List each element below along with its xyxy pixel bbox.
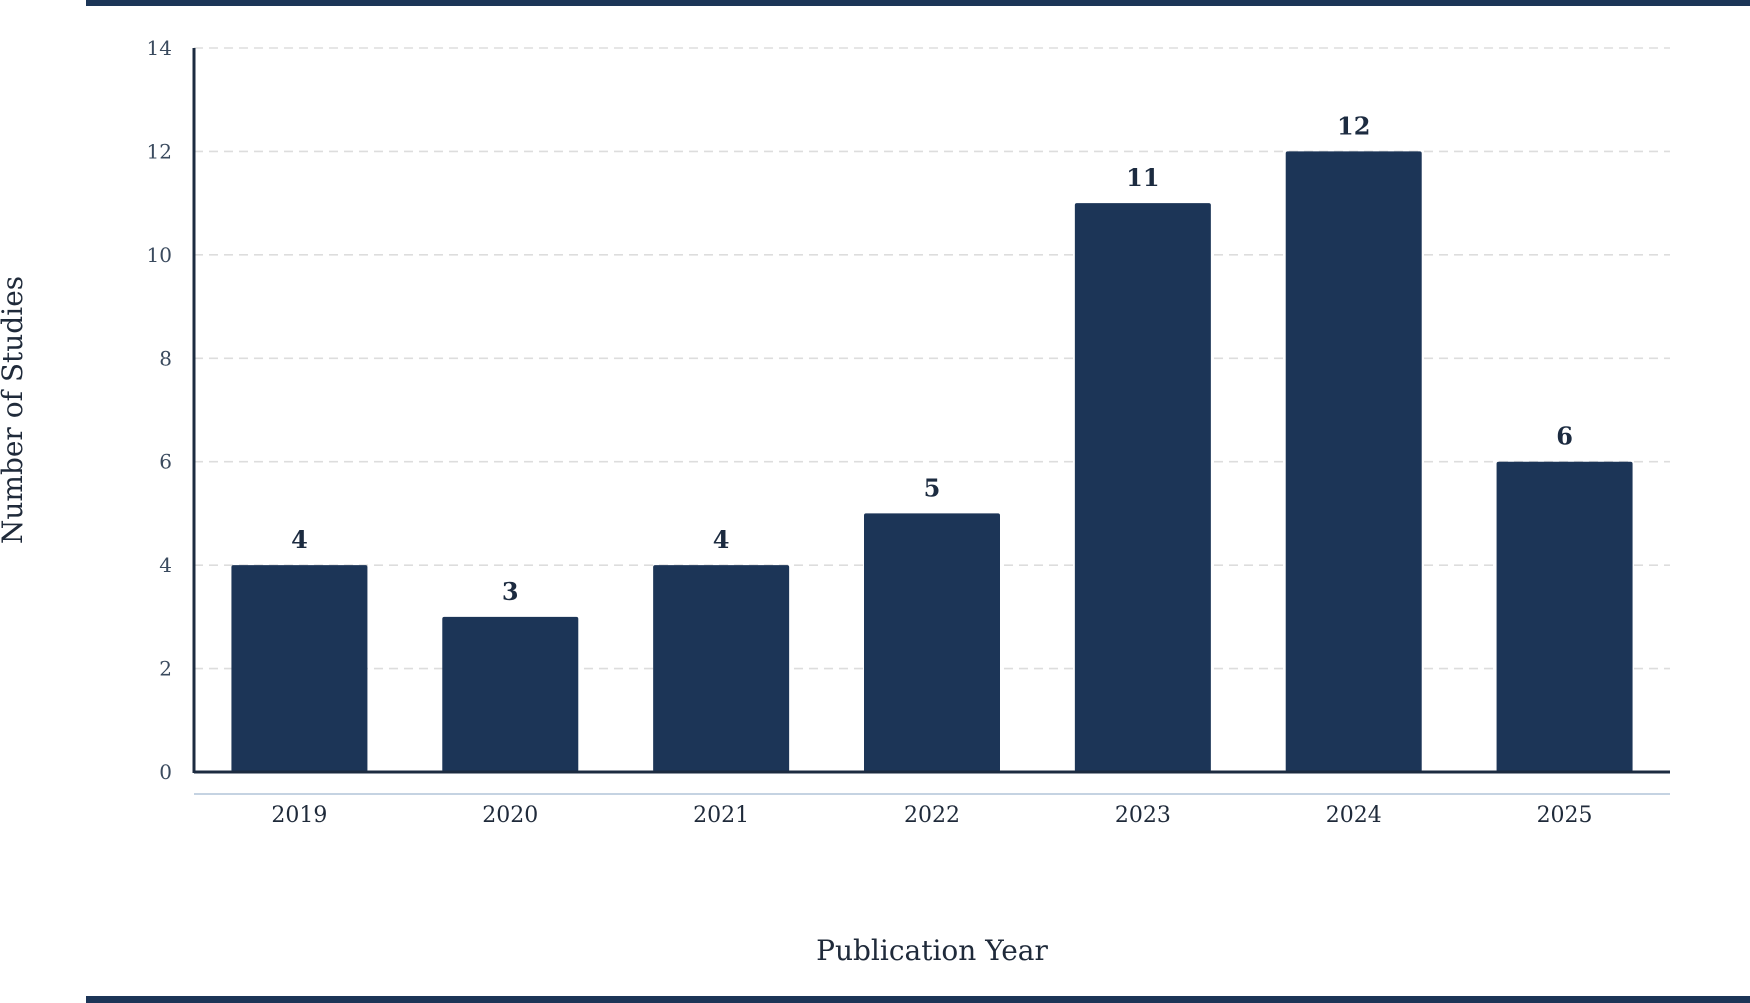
x-tick-label: 2022 (904, 803, 960, 828)
x-tick-label: 2021 (693, 803, 749, 828)
top-rule (86, 0, 1750, 6)
bar-2022 (864, 513, 1000, 772)
y-tick-label: 8 (159, 346, 172, 370)
gridlines (194, 47, 1670, 670)
bar-2023 (1074, 203, 1211, 773)
x-tick-label: 2025 (1537, 803, 1593, 828)
data-labels: 4 3 4 5 11 12 6 (291, 111, 1573, 605)
y-tick-labels: 0 2 4 6 8 10 12 14 (147, 36, 172, 784)
data-label: 5 (924, 473, 941, 502)
y-axis-title: Number of Studies (0, 276, 29, 544)
y-tick-label: 10 (147, 243, 172, 267)
bar-2025 (1496, 461, 1633, 772)
y-tick-label: 12 (147, 139, 172, 163)
y-tick-label: 2 (159, 657, 172, 681)
x-tick-labels: 2019 2020 2021 2022 2023 2024 2025 (271, 803, 1592, 828)
x-tick-label: 2019 (271, 803, 327, 828)
data-label: 3 (502, 577, 519, 606)
y-tick-label: 14 (147, 36, 172, 60)
x-tick-label: 2024 (1326, 803, 1382, 828)
bar-2021 (653, 565, 790, 772)
y-tick-label: 6 (159, 450, 172, 474)
data-label: 11 (1126, 163, 1159, 192)
bar-2020 (442, 616, 579, 772)
data-label: 6 (1556, 422, 1573, 451)
bar-2024 (1285, 151, 1422, 772)
y-tick-label: 0 (159, 760, 172, 784)
bottom-rule (86, 996, 1750, 1003)
bar-2019 (231, 565, 368, 772)
data-label: 4 (713, 525, 730, 554)
y-tick-label: 4 (159, 553, 172, 577)
data-label: 4 (291, 525, 308, 554)
x-tick-label: 2023 (1115, 803, 1171, 828)
x-tick-label: 2020 (482, 803, 538, 828)
x-axis-title: Publication Year (816, 934, 1048, 967)
bars (231, 151, 1633, 773)
data-label: 12 (1337, 111, 1370, 140)
